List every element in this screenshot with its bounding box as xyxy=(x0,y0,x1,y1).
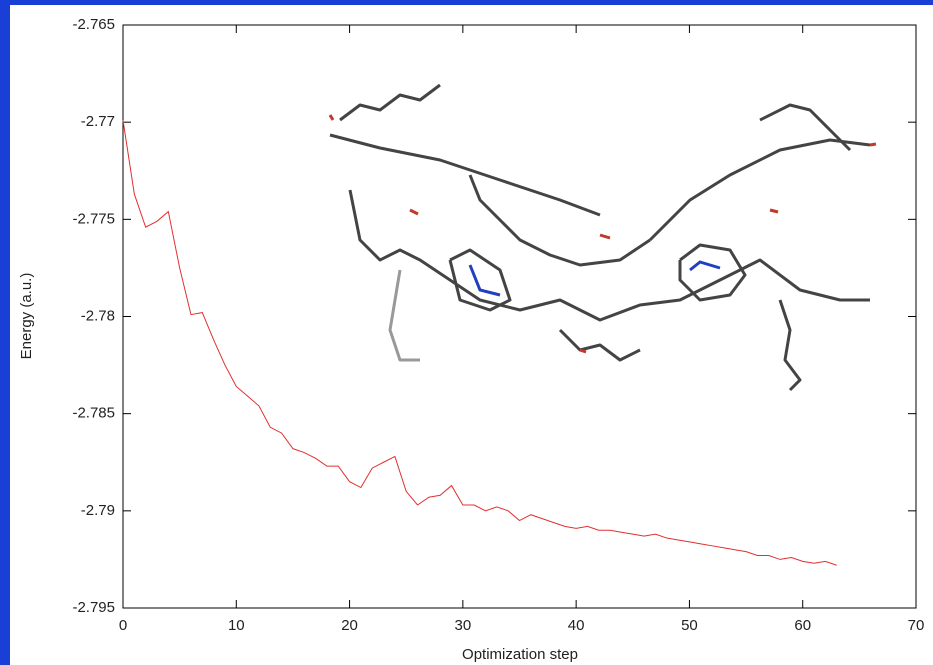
frame-left xyxy=(0,0,10,665)
y-tick-label: -2.78 xyxy=(81,307,115,324)
y-tick-label: -2.785 xyxy=(72,405,115,422)
x-axis-label: Optimization step xyxy=(462,646,578,663)
x-tick-label: 10 xyxy=(228,617,245,634)
y-tick-label: -2.765 xyxy=(72,16,115,33)
x-tick-label: 70 xyxy=(908,617,925,634)
y-tick-label: -2.775 xyxy=(72,210,115,227)
molecule-inset xyxy=(330,85,876,390)
y-tick-label: -2.79 xyxy=(81,502,115,519)
x-tick-label: 40 xyxy=(568,617,585,634)
chart: Energy (a.u.) Optimization step -2.795 -2… xyxy=(0,0,933,665)
x-tick-label: 60 xyxy=(794,617,811,634)
x-tick-label: 0 xyxy=(119,617,127,634)
y-axis-label: Energy (a.u.) xyxy=(18,273,35,360)
energy-line xyxy=(123,120,837,565)
y-tick-label: -2.795 xyxy=(72,599,115,616)
frame-top xyxy=(0,0,933,5)
x-tick-label: 20 xyxy=(341,617,358,634)
y-tick-label: -2.77 xyxy=(81,113,115,130)
x-tick-label: 50 xyxy=(681,617,698,634)
x-tick-label: 30 xyxy=(455,617,472,634)
